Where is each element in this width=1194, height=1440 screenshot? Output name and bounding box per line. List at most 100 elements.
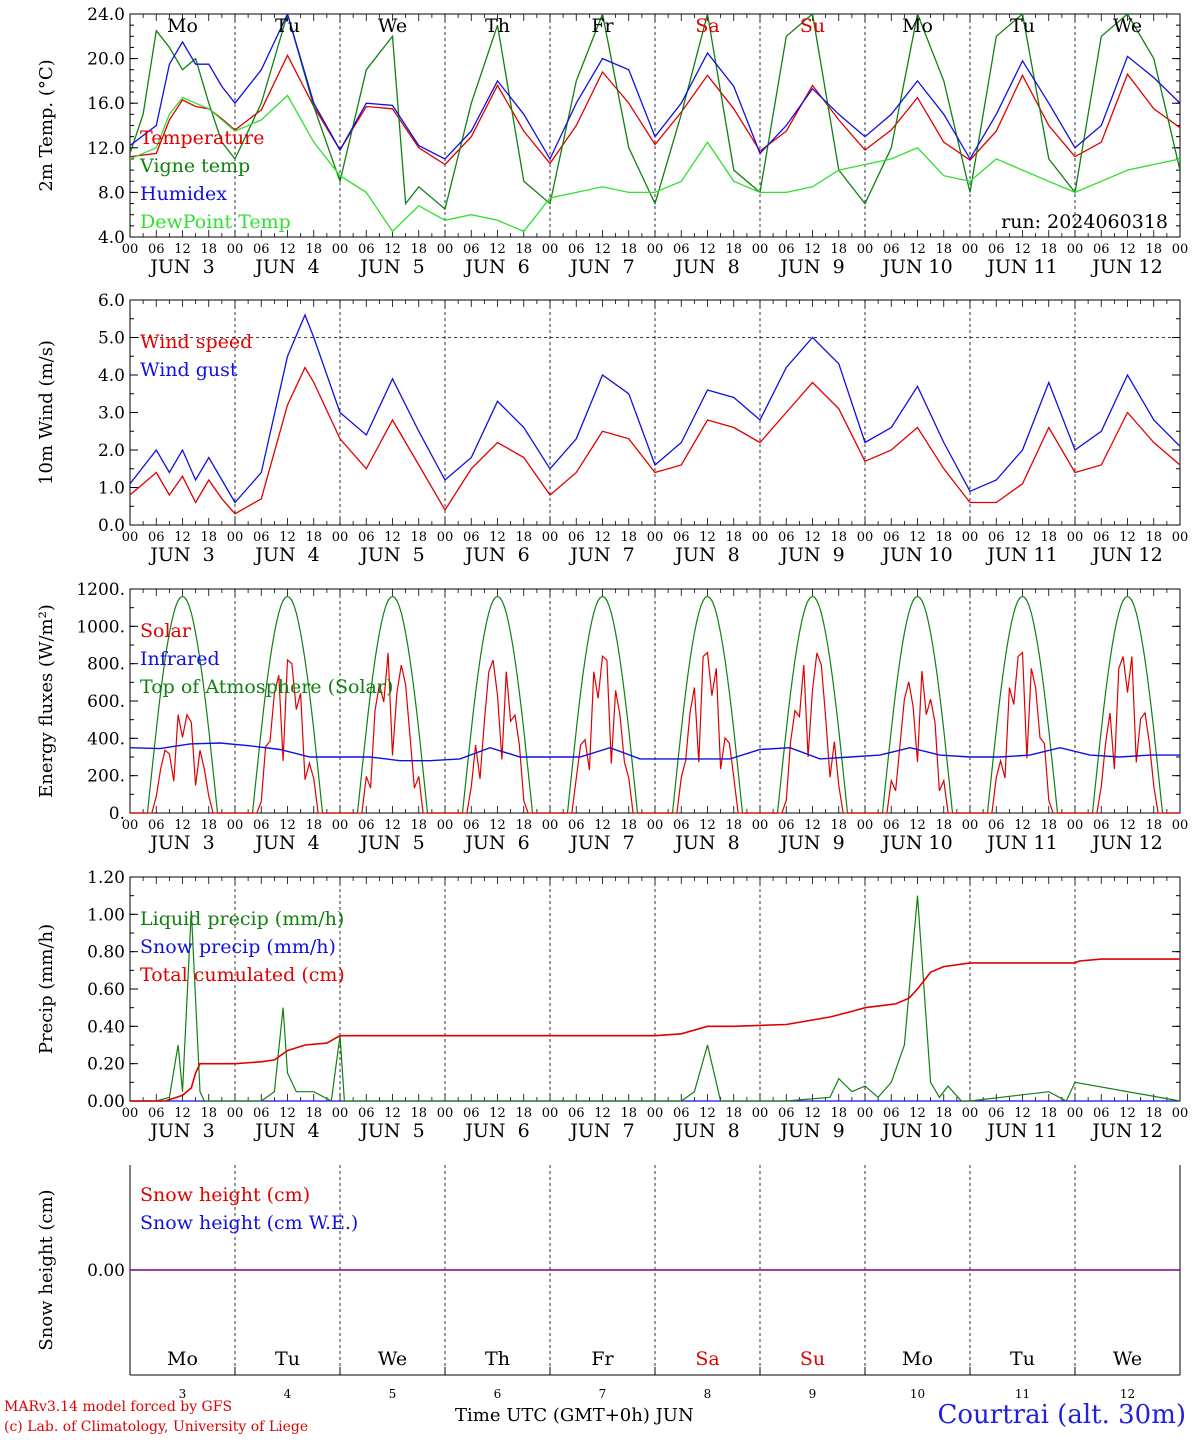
hour-label: 00 xyxy=(647,1106,664,1121)
hour-label: 00 xyxy=(647,242,664,257)
y-tick-label: 2.0 xyxy=(98,441,125,461)
hour-label: 00 xyxy=(752,242,769,257)
hour-label: 18 xyxy=(725,530,742,545)
hour-label: 06 xyxy=(673,530,690,545)
date-label: JUN 3 xyxy=(148,1120,214,1142)
date-label: JUN 6 xyxy=(463,832,529,854)
y-axis-title: Energy fluxes (W/m²) xyxy=(36,604,57,798)
hour-label: 06 xyxy=(148,818,165,833)
date-label: JUN 5 xyxy=(358,1120,424,1142)
hour-label: 00 xyxy=(437,530,454,545)
y-axis-title: Precip (mm/h) xyxy=(36,924,57,1054)
hour-label: 18 xyxy=(410,530,427,545)
panel-precip: 0.00 0.20 0.40 0.60 0.80 1.00 1.20 Liquid preci… xyxy=(36,868,1188,1142)
day-label: Mo xyxy=(167,15,198,37)
legend-entry: Solar xyxy=(140,620,192,642)
y-tick-label: 800. xyxy=(87,655,125,675)
hour-label: 00 xyxy=(332,242,349,257)
hour-label: 00 xyxy=(857,242,874,257)
day-label: Tu xyxy=(1010,15,1035,37)
hour-label: 06 xyxy=(358,530,375,545)
hour-label: 00 xyxy=(1172,242,1189,257)
series-humidex xyxy=(130,14,1180,161)
panel-wind: 0.0 1.0 2.0 3.0 4.0 5.0 6.0 Wind speed Wind gust… xyxy=(36,291,1188,566)
y-tick-label: 5.0 xyxy=(98,329,125,349)
hour-label: 18 xyxy=(515,242,532,257)
hour-label: 06 xyxy=(883,1106,900,1121)
y-tick-label: 4.0 xyxy=(98,366,125,386)
day-label: We xyxy=(378,15,407,37)
hour-label: 18 xyxy=(515,1106,532,1121)
hour-label: 12 xyxy=(804,1106,821,1121)
date-label: JUN 10 xyxy=(880,1120,952,1142)
hour-label: 18 xyxy=(935,818,952,833)
hour-label: 18 xyxy=(515,818,532,833)
hour-label: 06 xyxy=(1093,818,1110,833)
date-label: JUN 6 xyxy=(463,256,529,278)
y-tick-label: 24.0 xyxy=(87,5,125,25)
date-label: JUN 5 xyxy=(358,256,424,278)
day-number: 11 xyxy=(1015,1387,1030,1401)
hour-label: 06 xyxy=(463,1106,480,1121)
hour-label: 06 xyxy=(1093,530,1110,545)
date-label: JUN 5 xyxy=(358,544,424,566)
hour-label: 18 xyxy=(1040,818,1057,833)
hour-label: 18 xyxy=(620,530,637,545)
y-tick-label: 20.0 xyxy=(87,50,125,70)
date-label: JUN 6 xyxy=(463,1120,529,1142)
hour-label: 06 xyxy=(778,818,795,833)
hour-label: 00 xyxy=(122,1106,139,1121)
day-number: 6 xyxy=(494,1387,502,1401)
time-axis-label: Time UTC (GMT+0h) JUN xyxy=(455,1405,694,1426)
date-label: JUN 5 xyxy=(358,832,424,854)
panel-temperature: 4.0 8.0 12.0 16.0 20.0 24.0 Mo Tu We Th Fr Sa Su Mo Tu… xyxy=(36,5,1188,278)
legend-entry: Wind gust xyxy=(140,359,238,381)
date-label: JUN 11 xyxy=(985,256,1057,278)
series-wind-speed xyxy=(129,366,1181,515)
hour-label: 06 xyxy=(463,530,480,545)
hour-label: 06 xyxy=(988,818,1005,833)
model-credit: MARv3.14 model forced by GFS xyxy=(4,1399,233,1415)
y-tick-label: 600. xyxy=(87,692,125,712)
date-label: JUN 4 xyxy=(253,1120,319,1142)
hour-label: 18 xyxy=(725,818,742,833)
hour-label: 18 xyxy=(305,818,322,833)
hour-label: 06 xyxy=(358,1106,375,1121)
hour-label: 12 xyxy=(489,818,506,833)
hour-label: 00 xyxy=(647,530,664,545)
y-tick-label: 3.0 xyxy=(98,404,125,424)
date-label: JUN 3 xyxy=(148,544,214,566)
hour-label: 00 xyxy=(752,818,769,833)
hour-label: 18 xyxy=(935,1106,952,1121)
day-label: Tu xyxy=(275,15,300,37)
hour-label: 12 xyxy=(1119,818,1136,833)
hour-label: 06 xyxy=(463,818,480,833)
panel-frame xyxy=(129,299,1181,526)
date-label: JUN 8 xyxy=(673,544,739,566)
day-number: 3 xyxy=(179,1387,187,1401)
hour-label: 06 xyxy=(568,1106,585,1121)
hour-label: 06 xyxy=(673,242,690,257)
hour-label: 18 xyxy=(410,818,427,833)
series-dewpoint-temp xyxy=(130,94,1180,233)
date-label: JUN 11 xyxy=(985,1120,1057,1142)
series-temperature xyxy=(130,53,1180,166)
hour-label: 12 xyxy=(174,818,191,833)
hour-label: 00 xyxy=(1067,530,1084,545)
hour-label: 18 xyxy=(200,818,217,833)
hour-label: 00 xyxy=(542,242,559,257)
day-label: We xyxy=(378,1348,407,1370)
hour-label: 00 xyxy=(647,818,664,833)
date-label: JUN 8 xyxy=(673,256,739,278)
hour-label: 06 xyxy=(463,242,480,257)
day-label: Sa xyxy=(695,1348,719,1370)
series-solar xyxy=(130,651,1180,814)
legend-entry: Total cumulated (cm) xyxy=(140,964,345,986)
hour-label: 12 xyxy=(384,1106,401,1121)
location-label: Courtrai (alt. 30m) xyxy=(937,1400,1187,1430)
hour-label: 06 xyxy=(568,242,585,257)
date-label: JUN 7 xyxy=(568,832,634,854)
hour-label: 12 xyxy=(384,530,401,545)
date-label: JUN 3 xyxy=(148,832,214,854)
hour-label: 00 xyxy=(122,530,139,545)
